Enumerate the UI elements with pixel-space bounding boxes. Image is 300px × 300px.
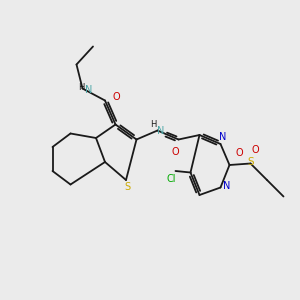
Text: H: H bbox=[78, 82, 84, 91]
Text: S: S bbox=[247, 157, 254, 167]
Text: N: N bbox=[85, 85, 92, 95]
Text: O: O bbox=[235, 148, 243, 158]
Text: S: S bbox=[124, 182, 130, 192]
Text: H: H bbox=[150, 120, 156, 129]
Text: O: O bbox=[251, 145, 259, 155]
Text: O: O bbox=[112, 92, 120, 103]
Text: N: N bbox=[157, 125, 164, 136]
Text: O: O bbox=[172, 146, 179, 157]
Text: Cl: Cl bbox=[166, 174, 176, 184]
Text: N: N bbox=[219, 132, 226, 142]
Text: N: N bbox=[224, 181, 231, 191]
